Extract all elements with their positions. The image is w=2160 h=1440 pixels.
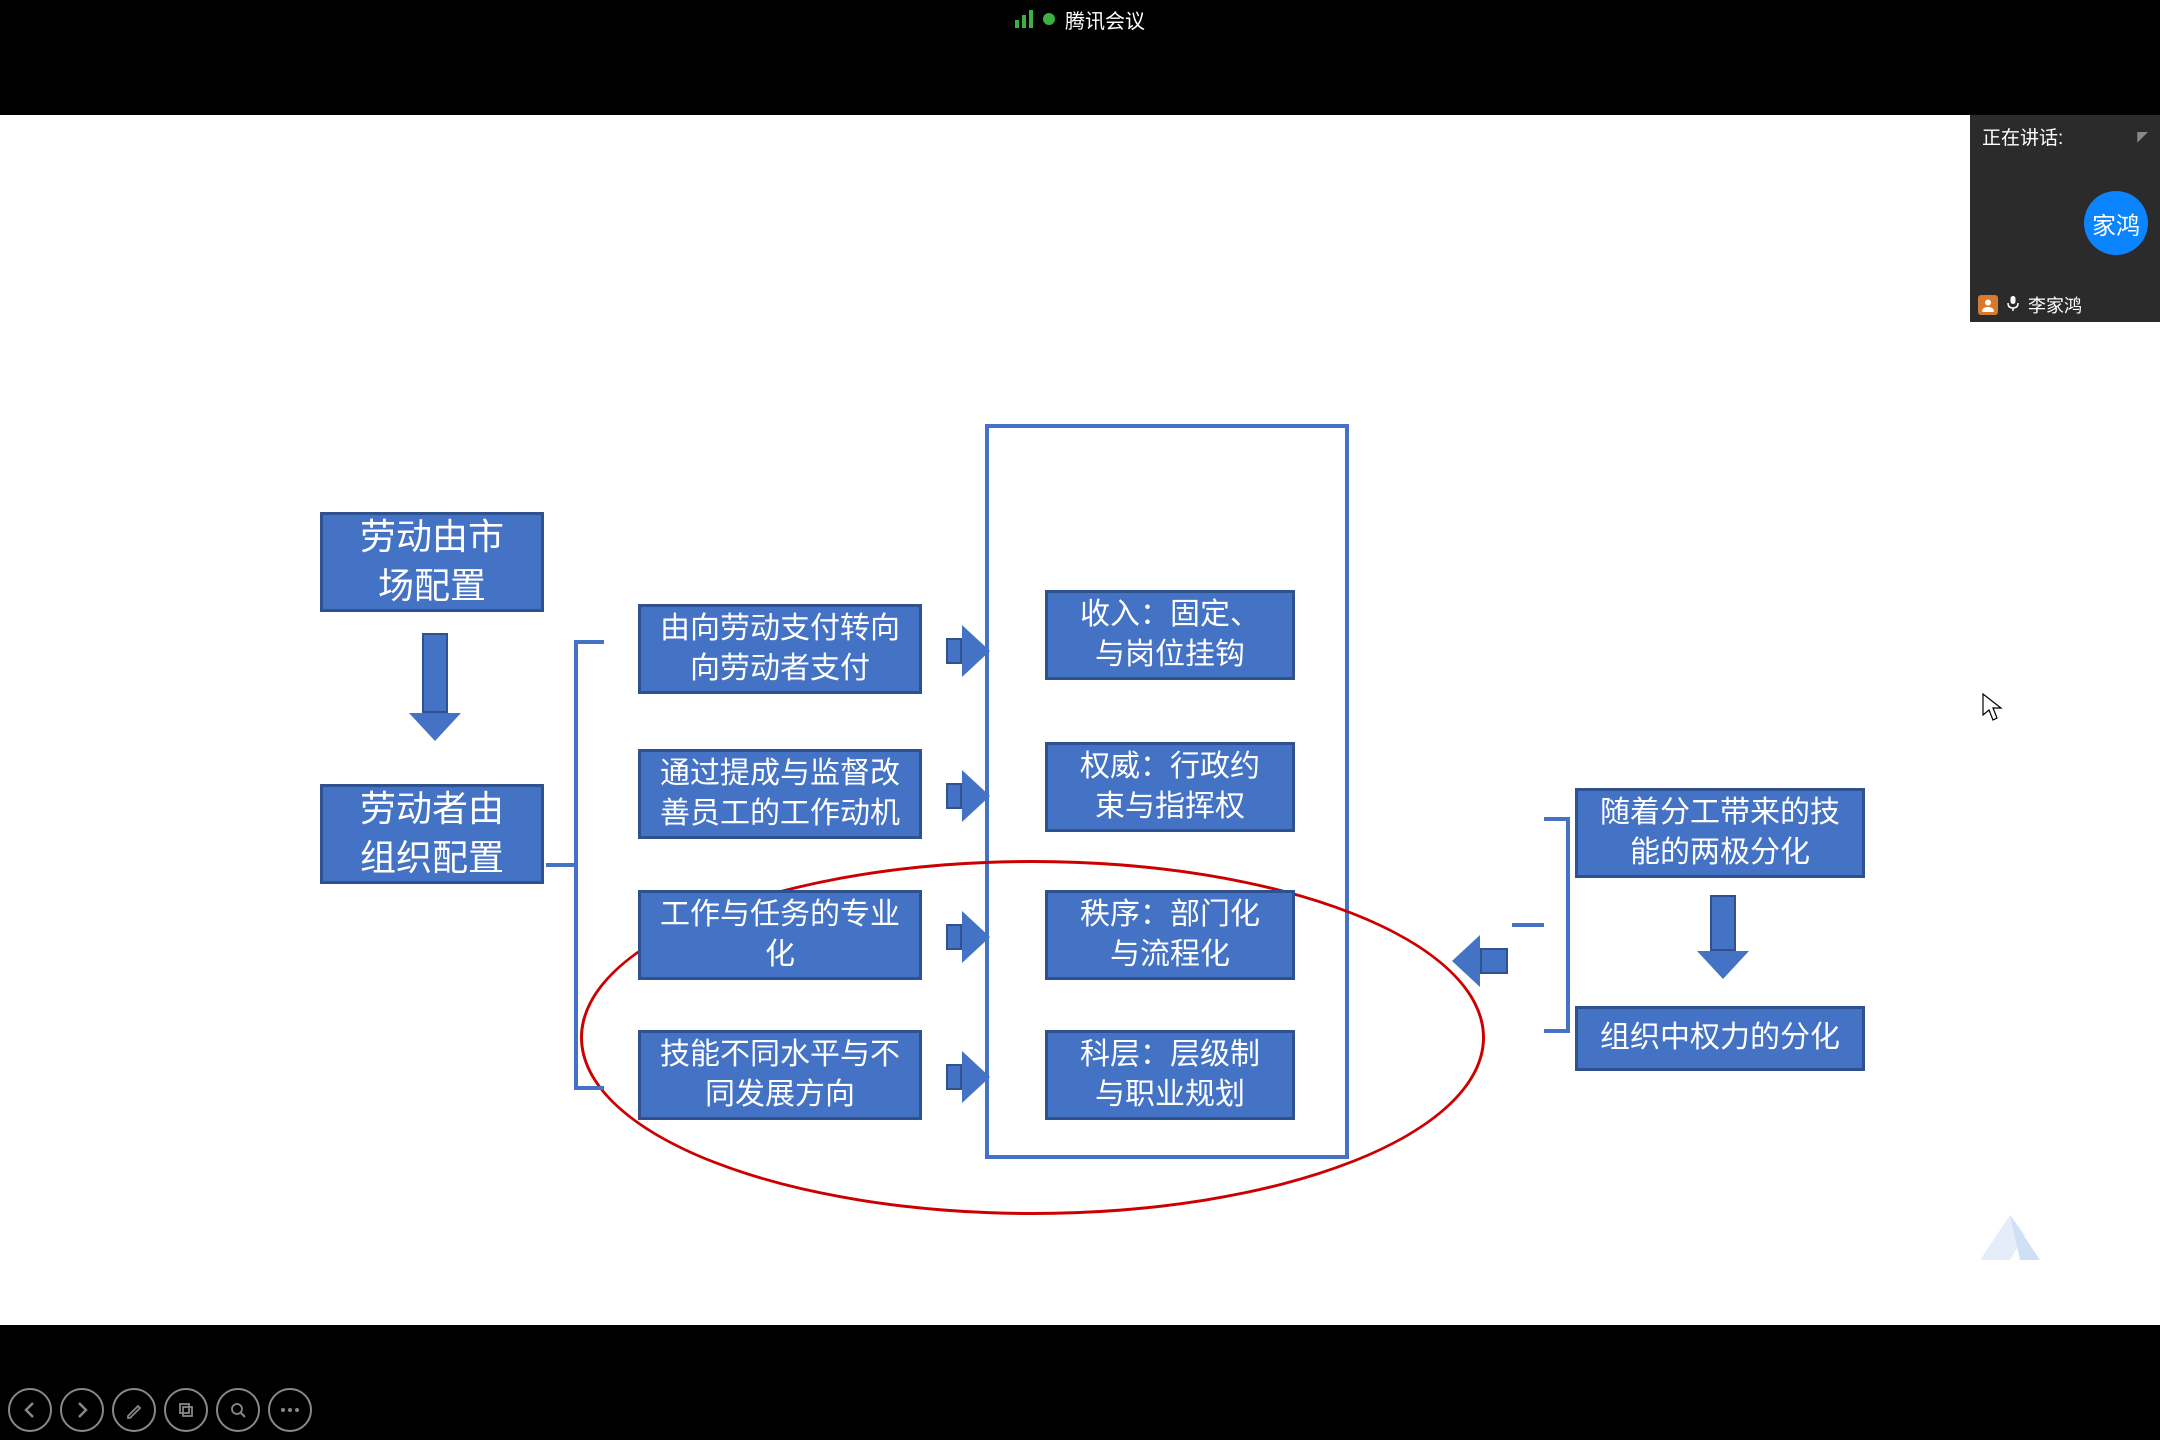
next-button[interactable] <box>60 1388 104 1432</box>
node-d1: 随着分工带来的技能的两极分化 <box>1575 788 1865 878</box>
top-bar: 腾讯会议 <box>0 0 2160 38</box>
copy-button[interactable] <box>164 1388 208 1432</box>
node-b1: 由向劳动支付转向向劳动者支付 <box>638 604 922 694</box>
node-c1: 收入：固定、与岗位挂钩 <box>1045 590 1295 680</box>
arrow-a1-a2 <box>409 633 461 741</box>
prev-button[interactable] <box>8 1388 52 1432</box>
arrow-b4-c4 <box>946 1051 990 1103</box>
avatar: 家鸿 <box>2084 191 2148 255</box>
bottom-toolbar <box>8 1388 312 1432</box>
watermark-icon <box>1960 1185 2050 1275</box>
node-c4: 科层：层级制与职业规划 <box>1045 1030 1295 1120</box>
collapse-icon[interactable]: ◤ <box>2137 128 2148 145</box>
arrow-b2-c2 <box>946 770 990 822</box>
more-button[interactable] <box>268 1388 312 1432</box>
participant-thumbnail[interactable]: 家鸿 <box>1970 158 2160 288</box>
node-a1: 劳动由市场配置 <box>320 512 544 612</box>
mic-icon <box>2006 295 2020 316</box>
speaker-name: 李家鸿 <box>2028 292 2082 318</box>
pen-button[interactable] <box>112 1388 156 1432</box>
signal-icon <box>1015 10 1033 28</box>
right-bracket-stem <box>1512 923 1544 927</box>
flowchart-diagram: 劳动由市场配置 劳动者由组织配置 由向劳动支付转向向劳动者支付 通过提成与监督改… <box>0 115 2160 1325</box>
node-d2: 组织中权力的分化 <box>1575 1006 1865 1071</box>
arrow-d1-d2 <box>1697 895 1749 979</box>
left-bracket-stem <box>546 863 574 867</box>
arrow-to-outline <box>1452 935 1508 987</box>
thumbnail-footer: 李家鸿 <box>1970 288 2160 322</box>
node-b2: 通过提成与监督改善员工的工作动机 <box>638 749 922 839</box>
left-bracket <box>574 640 604 1090</box>
node-b4: 技能不同水平与不同发展方向 <box>638 1030 922 1120</box>
panel-header-label: 正在讲话: <box>1982 123 2063 150</box>
top-bar-center: 腾讯会议 <box>1015 5 1145 34</box>
participant-panel: 正在讲话: ◤ 家鸿 李家鸿 <box>1970 115 2160 322</box>
arrow-b3-c3 <box>946 911 990 963</box>
right-bracket <box>1544 817 1570 1033</box>
record-dot-icon <box>1043 13 1055 25</box>
node-c3: 秩序：部门化与流程化 <box>1045 890 1295 980</box>
arrow-b1-c1 <box>946 625 990 677</box>
node-c2: 权威：行政约束与指挥权 <box>1045 742 1295 832</box>
node-b3: 工作与任务的专业化 <box>638 890 922 980</box>
panel-header[interactable]: 正在讲话: ◤ <box>1970 115 2160 158</box>
app-title: 腾讯会议 <box>1065 5 1145 34</box>
node-a2: 劳动者由组织配置 <box>320 784 544 884</box>
zoom-button[interactable] <box>216 1388 260 1432</box>
slide-area: 劳动由市场配置 劳动者由组织配置 由向劳动支付转向向劳动者支付 通过提成与监督改… <box>0 115 2160 1325</box>
person-icon <box>1978 295 1998 315</box>
